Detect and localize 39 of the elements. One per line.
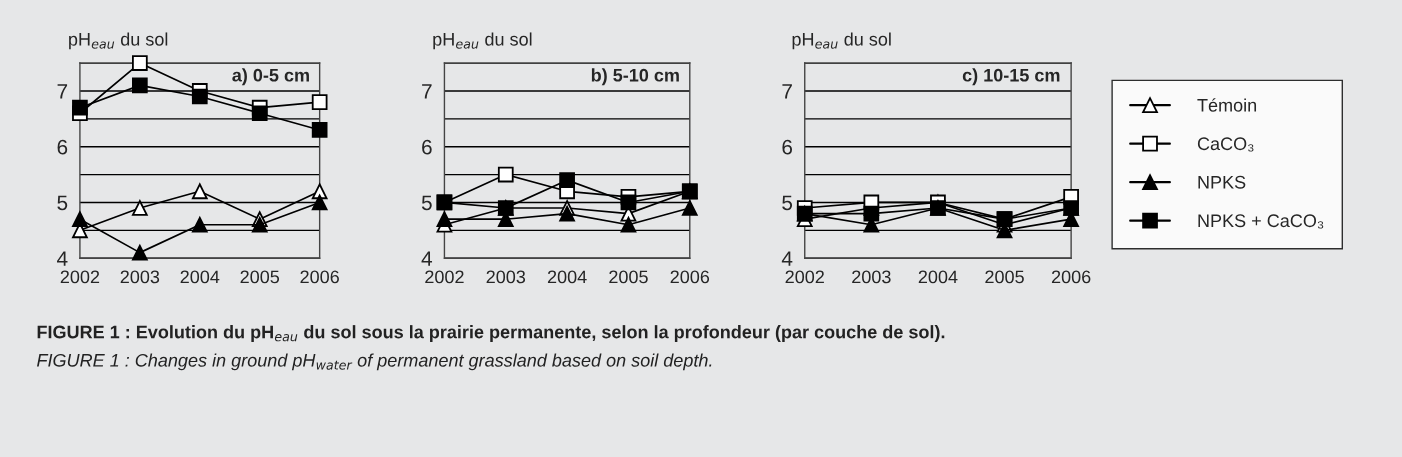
y-tick-label: 5 [57, 195, 68, 211]
legend-label: Témoin [1197, 98, 1257, 112]
y-tick-label: 7 [782, 84, 792, 99]
y-tick-label: 7 [57, 84, 68, 99]
x-tick-label: 2006 [300, 270, 339, 284]
x-tick-label: 2004 [918, 270, 958, 284]
y-tick-label: 6 [782, 139, 793, 155]
x-tick-label: 2003 [852, 270, 891, 284]
y-tick-label: 6 [57, 139, 68, 155]
chart-title: b) 5-10 cm [591, 68, 679, 86]
x-tick-label: 2006 [670, 270, 710, 284]
x-tick-label: 2005 [240, 270, 280, 284]
x-tick-label: 2002 [60, 270, 100, 284]
x-tick-label: 2002 [785, 270, 824, 284]
legend-label: NPKS + CaCO₃ [1198, 214, 1324, 229]
y-axis-title: pH$_{eau}$ du sol [433, 32, 532, 50]
y-axis-title: pH$_{eau}$ du sol [792, 32, 891, 50]
x-tick-label: 2006 [1051, 270, 1091, 284]
legend-label: NPKS [1198, 175, 1246, 189]
x-tick-label: 2003 [486, 270, 526, 284]
y-tick-label: 4 [421, 251, 433, 266]
chart-title: a) 0-5 cm [232, 68, 309, 86]
y-tick-label: 7 [422, 84, 432, 99]
x-tick-label: 2002 [425, 270, 464, 284]
x-tick-label: 2005 [985, 270, 1024, 284]
caption: FIGURE 1 : Changes in ground pH$_{water}$ of permanent grassland based on soil depth. [37, 353, 712, 371]
legend-label: CaCO₃ [1197, 137, 1254, 152]
y-tick-label: 6 [422, 139, 432, 155]
x-tick-label: 2004 [180, 270, 220, 284]
x-tick-label: 2005 [609, 270, 648, 284]
chart-title: c) 10-15 cm [962, 68, 1060, 86]
x-tick-label: 2003 [120, 270, 160, 284]
y-tick-label: 4 [781, 251, 793, 266]
x-tick-label: 2004 [547, 270, 587, 284]
y-axis-title: pH$_{eau}$ du sol [69, 32, 168, 50]
caption: FIGURE 1 : Evolution du pH$_{eau}$ du sol sous la prairie permanente, selon la profondeur (par couche de sol). [37, 325, 945, 342]
y-tick-label: 5 [421, 195, 432, 211]
y-tick-label: 4 [57, 251, 68, 266]
y-tick-label: 5 [782, 195, 793, 211]
